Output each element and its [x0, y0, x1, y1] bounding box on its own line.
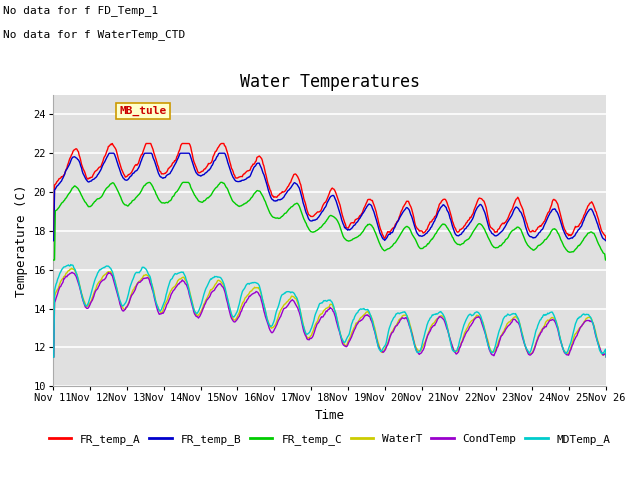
Y-axis label: Temperature (C): Temperature (C): [15, 184, 28, 297]
Text: No data for f WaterTemp_CTD: No data for f WaterTemp_CTD: [3, 29, 186, 40]
X-axis label: Time: Time: [315, 409, 344, 422]
Legend: FR_temp_A, FR_temp_B, FR_temp_C, WaterT, CondTemp, MDTemp_A: FR_temp_A, FR_temp_B, FR_temp_C, WaterT,…: [44, 430, 615, 450]
Text: No data for f FD_Temp_1: No data for f FD_Temp_1: [3, 5, 159, 16]
Title: Water Temperatures: Water Temperatures: [239, 72, 420, 91]
Text: MB_tule: MB_tule: [120, 106, 166, 116]
